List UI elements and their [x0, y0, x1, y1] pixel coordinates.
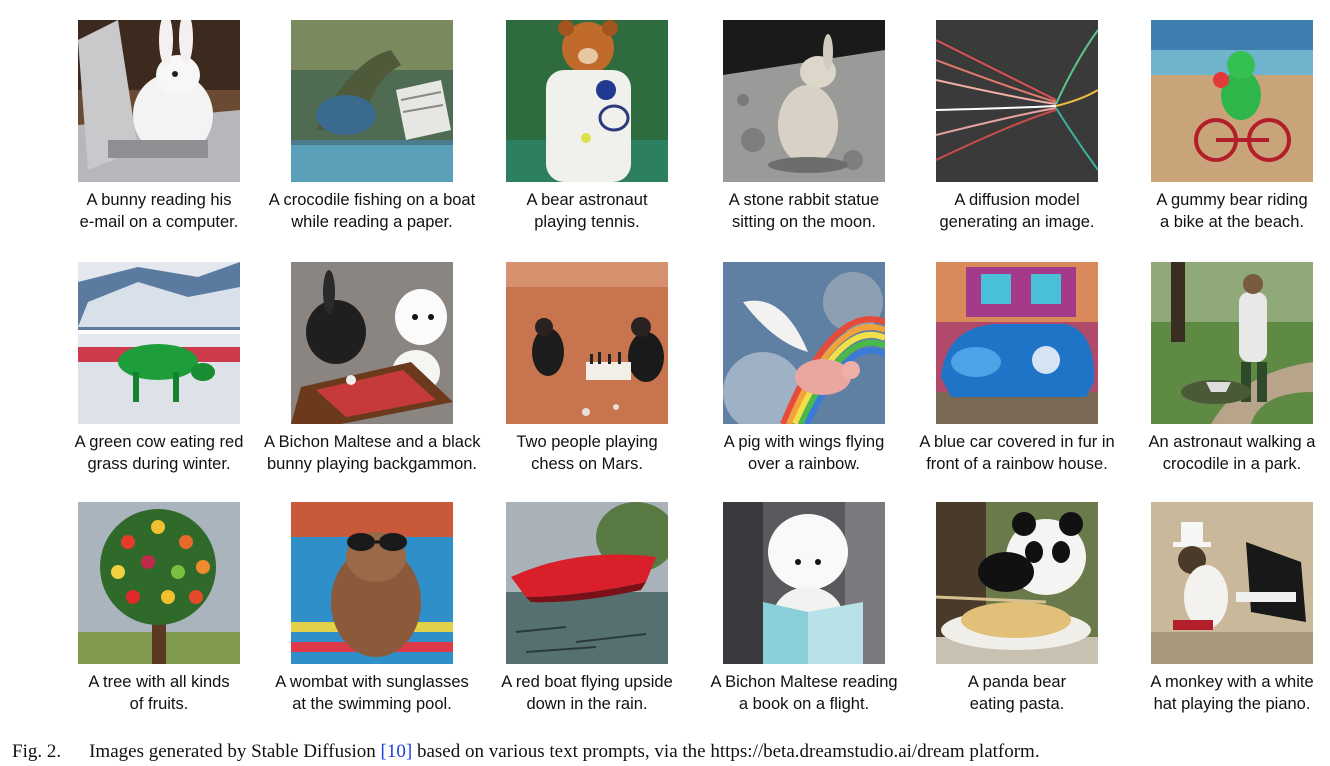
figure-cell: A crocodile fishing on a boat while read… — [264, 20, 480, 233]
bichon-book-image — [723, 502, 885, 664]
figure-cell: Two people playing chess on Mars. — [479, 262, 695, 475]
caption-text-before: Images generated by Stable Diffusion — [89, 741, 381, 762]
figure-caption: Two people playing chess on Mars. — [479, 431, 695, 475]
green-cow-image — [78, 262, 240, 424]
figure-caption: A green cow eating red grass during wint… — [51, 431, 267, 475]
caption-line: over a rainbow. — [748, 455, 860, 473]
figure-cell: A wombat with sunglasses at the swimming… — [264, 502, 480, 715]
chess-mars-image — [506, 262, 668, 424]
caption-line: A Bichon Maltese reading — [710, 673, 898, 691]
caption-line: e-mail on a computer. — [79, 213, 239, 231]
caption-line: A pig with wings flying — [723, 433, 885, 451]
monkey-piano-image — [1151, 502, 1313, 664]
bunny-laptop-image — [78, 20, 240, 182]
figure-cell: A panda bear eating pasta. — [909, 502, 1125, 715]
caption-line: down in the rain. — [526, 695, 648, 713]
caption-line: A red boat flying upside — [501, 673, 673, 691]
diffusion-model-image — [936, 20, 1098, 182]
caption-line: playing tennis. — [534, 213, 640, 231]
caption-line: a bike at the beach. — [1159, 213, 1305, 231]
panda-pasta-image — [936, 502, 1098, 664]
caption-line: A tree with all kinds — [88, 673, 230, 691]
figure-caption: A red boat flying upside down in the rai… — [479, 671, 695, 715]
figure-caption: A Bichon Maltese and a black bunny playi… — [264, 431, 480, 475]
caption-line: while reading a paper. — [291, 213, 453, 231]
figure-cell: A diffusion model generating an image. — [909, 20, 1125, 233]
figure-cell: A red boat flying upside down in the rai… — [479, 502, 695, 715]
caption-line: A diffusion model — [954, 191, 1080, 209]
caption-text-after: based on various text prompts, via the h… — [412, 741, 1040, 762]
caption-line: A monkey with a white — [1150, 673, 1314, 691]
caption-line: A bunny reading his — [86, 191, 232, 209]
figure-caption: A diffusion model generating an image. — [909, 189, 1125, 233]
figure-caption: A Bichon Maltese reading a book on a fli… — [696, 671, 912, 715]
caption-line: at the swimming pool. — [292, 695, 452, 713]
caption-line: a book on a flight. — [738, 695, 870, 713]
figure-caption: A gummy bear riding a bike at the beach. — [1124, 189, 1330, 233]
caption-line: A Bichon Maltese and a black — [264, 433, 481, 451]
figure-cell: An astronaut walking a crocodile in a pa… — [1124, 262, 1330, 475]
caption-line: A stone rabbit statue — [728, 191, 880, 209]
figure-cell: A stone rabbit statue sitting on the moo… — [696, 20, 912, 233]
caption-line: Two people playing — [516, 433, 658, 451]
figure-cell: A monkey with a white hat playing the pi… — [1124, 502, 1330, 715]
figure-caption: A crocodile fishing on a boat while read… — [264, 189, 480, 233]
blue-car-image — [936, 262, 1098, 424]
caption-line: generating an image. — [939, 213, 1095, 231]
caption-line: front of a rainbow house. — [926, 455, 1108, 473]
figure-cell: A green cow eating red grass during wint… — [51, 262, 267, 475]
caption-line: grass during winter. — [87, 455, 231, 473]
figure-cell: A blue car covered in fur in front of a … — [909, 262, 1125, 475]
caption-line: chess on Mars. — [531, 455, 643, 473]
bichon-backgammon-image — [291, 262, 453, 424]
figure-caption: A monkey with a white hat playing the pi… — [1124, 671, 1330, 715]
figure-caption: A wombat with sunglasses at the swimming… — [264, 671, 480, 715]
caption-line: crocodile in a park. — [1162, 455, 1302, 473]
caption-line: A green cow eating red — [74, 433, 244, 451]
wombat-pool-image — [291, 502, 453, 664]
figure-caption: A tree with all kinds of fruits. — [51, 671, 267, 715]
astronaut-crocodile-image — [1151, 262, 1313, 424]
caption-line: of fruits. — [129, 695, 189, 713]
flying-pig-image — [723, 262, 885, 424]
citation-link[interactable]: [10] — [380, 741, 413, 762]
figure-cell: A bear astronaut playing tennis. — [479, 20, 695, 233]
bear-astronaut-image — [506, 20, 668, 182]
figure-caption: A stone rabbit statue sitting on the moo… — [696, 189, 912, 233]
figure-caption: A blue car covered in fur in front of a … — [909, 431, 1125, 475]
caption-line: bunny playing backgammon. — [266, 455, 478, 473]
caption-line: hat playing the piano. — [1153, 695, 1311, 713]
figure-cell: A gummy bear riding a bike at the beach. — [1124, 20, 1330, 233]
caption-line: eating pasta. — [969, 695, 1065, 713]
gummy-bear-image — [1151, 20, 1313, 182]
stone-rabbit-image — [723, 20, 885, 182]
figure-caption-text: Fig. 2. Images generated by Stable Diffus… — [12, 741, 1040, 763]
caption-line: A crocodile fishing on a boat — [268, 191, 476, 209]
figure-cell: A tree with all kinds of fruits. — [51, 502, 267, 715]
figure-cell: A Bichon Maltese and a black bunny playi… — [264, 262, 480, 475]
figure-label: Fig. 2. — [12, 741, 62, 762]
caption-line: A blue car covered in fur in — [919, 433, 1115, 451]
red-boat-image — [506, 502, 668, 664]
figure-caption: An astronaut walking a crocodile in a pa… — [1124, 431, 1330, 475]
figure-cell: A Bichon Maltese reading a book on a fli… — [696, 502, 912, 715]
fruit-tree-image — [78, 502, 240, 664]
figure-cell: A bunny reading his e-mail on a computer… — [51, 20, 267, 233]
figure-cell: A pig with wings flying over a rainbow. — [696, 262, 912, 475]
caption-line: A gummy bear riding — [1156, 191, 1308, 209]
figure-caption: A bunny reading his e-mail on a computer… — [51, 189, 267, 233]
figure-caption: A bear astronaut playing tennis. — [479, 189, 695, 233]
caption-line: A wombat with sunglasses — [275, 673, 469, 691]
caption-line: sitting on the moon. — [731, 213, 876, 231]
figure-caption: A panda bear eating pasta. — [909, 671, 1125, 715]
caption-line: A bear astronaut — [526, 191, 648, 209]
caption-line: An astronaut walking a — [1148, 433, 1316, 451]
crocodile-boat-image — [291, 20, 453, 182]
caption-line: A panda bear — [967, 673, 1067, 691]
figure-caption: A pig with wings flying over a rainbow. — [696, 431, 912, 475]
